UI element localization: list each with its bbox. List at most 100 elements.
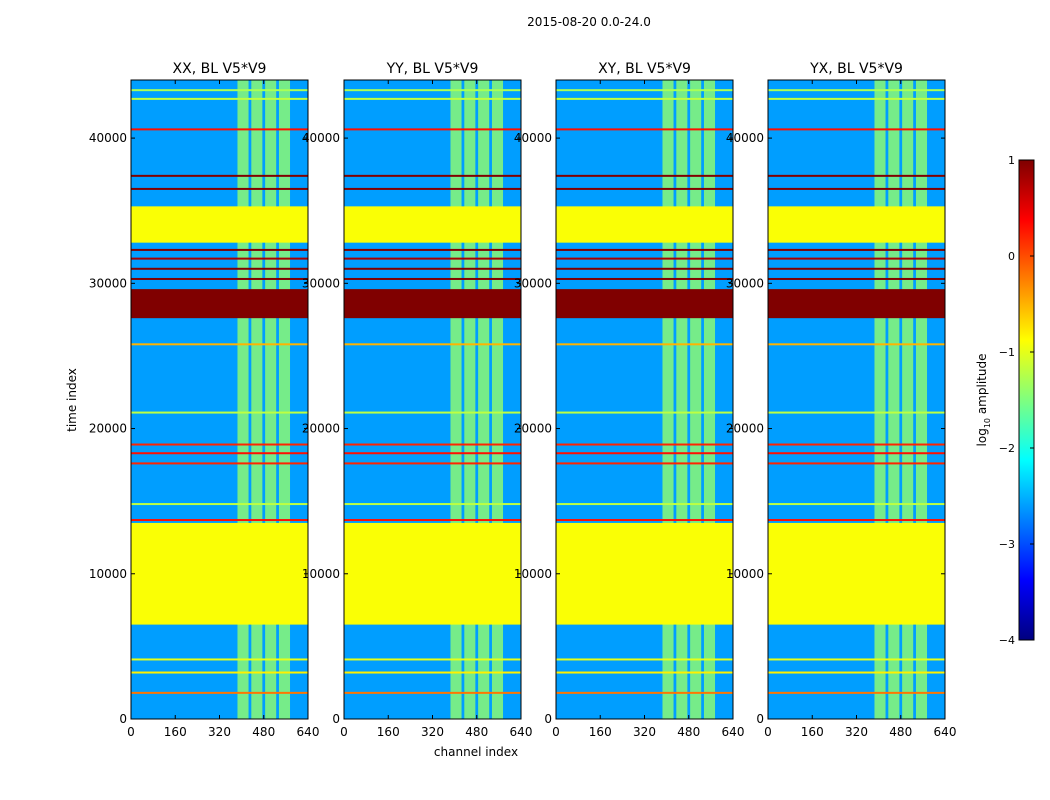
y-tick-label: 0 — [756, 712, 764, 726]
emission-column — [478, 80, 490, 719]
rfi-line — [556, 97, 733, 100]
y-tick-label: 30000 — [726, 276, 764, 290]
x-tick-label: 0 — [764, 725, 772, 739]
panel-title: XX, BL V5*V9 — [173, 61, 267, 77]
flagged-block — [344, 206, 521, 243]
rfi-line — [768, 443, 945, 446]
rfi-line — [556, 267, 733, 270]
panel-title: XY, BL V5*V9 — [598, 61, 691, 77]
y-tick-label: 40000 — [89, 131, 127, 145]
panel-title: YY, BL V5*V9 — [386, 61, 479, 77]
rfi-line — [556, 128, 733, 131]
flagged-block — [131, 206, 308, 243]
rfi-line — [131, 503, 308, 506]
rfi-line — [556, 443, 733, 446]
rfi-line — [131, 462, 308, 465]
rfi-line — [768, 248, 945, 251]
rfi-line — [556, 452, 733, 455]
rfi-line — [344, 452, 521, 455]
rfi-line — [131, 452, 308, 455]
x-tick-label: 320 — [208, 725, 231, 739]
emission-column — [265, 80, 277, 719]
rfi-line — [131, 671, 308, 674]
x-tick-label: 480 — [889, 725, 912, 739]
emission-column — [464, 80, 476, 719]
x-tick-label: 640 — [934, 725, 957, 739]
y-tick-label: 10000 — [726, 567, 764, 581]
emission-column — [703, 80, 716, 719]
rfi-line — [768, 89, 945, 92]
emission-column — [662, 80, 674, 719]
rfi-line — [131, 691, 308, 694]
x-tick-label: 0 — [552, 725, 560, 739]
rfi-line — [344, 267, 521, 270]
rfi-line — [344, 691, 521, 694]
colorbar-label: log10 amplitude — [975, 354, 992, 447]
x-axis-label: channel index — [434, 745, 518, 759]
emission-column — [450, 80, 462, 719]
panels: XX, BL V5*V9 0 160 320 480 640 0 10000 20000 3000… — [89, 61, 957, 739]
rfi-line — [556, 343, 733, 346]
rfi-line — [768, 462, 945, 465]
y-tick-label: 10000 — [514, 567, 552, 581]
colorbar-tick-label: −2 — [999, 442, 1015, 455]
rfi-line — [131, 128, 308, 131]
rfi-line — [768, 267, 945, 270]
y-tick-label: 40000 — [302, 131, 340, 145]
rfi-line — [556, 691, 733, 694]
y-tick-label: 40000 — [726, 131, 764, 145]
panel-xx: XX, BL V5*V9 0 160 320 480 640 0 10000 20000 3000… — [89, 61, 320, 739]
x-tick-label: 320 — [421, 725, 444, 739]
rfi-line — [556, 248, 733, 251]
flagged-block — [131, 289, 308, 319]
y-tick-label: 20000 — [514, 422, 552, 436]
x-tick-label: 0 — [127, 725, 135, 739]
rfi-line — [344, 671, 521, 674]
rfi-line — [344, 443, 521, 446]
rfi-line — [344, 519, 521, 522]
rfi-line — [344, 248, 521, 251]
rfi-line — [556, 257, 733, 260]
rfi-line — [344, 277, 521, 280]
x-tick-label: 640 — [510, 725, 533, 739]
y-tick-label: 20000 — [726, 422, 764, 436]
rfi-line — [344, 462, 521, 465]
rfi-line — [556, 519, 733, 522]
y-tick-label: 20000 — [89, 422, 127, 436]
rfi-line — [768, 174, 945, 177]
colorbar-tick-label: −4 — [999, 634, 1015, 647]
rfi-line — [768, 519, 945, 522]
rfi-line — [556, 187, 733, 190]
emission-column — [251, 80, 263, 719]
colorbar-tick-label: −1 — [999, 346, 1015, 359]
rfi-line — [556, 658, 733, 661]
emission-column — [874, 80, 886, 719]
rfi-line — [768, 277, 945, 280]
y-axis-label: time index — [65, 368, 79, 432]
rfi-line — [556, 411, 733, 414]
y-tick-label: 30000 — [302, 276, 340, 290]
x-tick-label: 160 — [589, 725, 612, 739]
x-tick-label: 640 — [297, 725, 320, 739]
x-tick-label: 480 — [252, 725, 275, 739]
y-tick-label: 0 — [332, 712, 340, 726]
rfi-line — [768, 257, 945, 260]
rfi-line — [768, 187, 945, 190]
rfi-line — [344, 89, 521, 92]
rfi-line — [131, 267, 308, 270]
flagged-block — [131, 522, 308, 625]
rfi-line — [344, 343, 521, 346]
panel-yy: YY, BL V5*V9 0 160 320 480 640 0 10000 20000 3000… — [302, 61, 533, 739]
rfi-line — [131, 248, 308, 251]
y-tick-label: 10000 — [89, 567, 127, 581]
rfi-line — [131, 658, 308, 661]
flagged-block — [556, 206, 733, 243]
emission-column — [690, 80, 702, 719]
rfi-line — [344, 174, 521, 177]
rfi-line — [556, 671, 733, 674]
rfi-line — [768, 658, 945, 661]
rfi-line — [556, 503, 733, 506]
figure-suptitle: 2015-08-20 0.0-24.0 — [527, 15, 651, 29]
colorbar: 1 0 −1 −2 −3 −4 — [999, 154, 1035, 647]
